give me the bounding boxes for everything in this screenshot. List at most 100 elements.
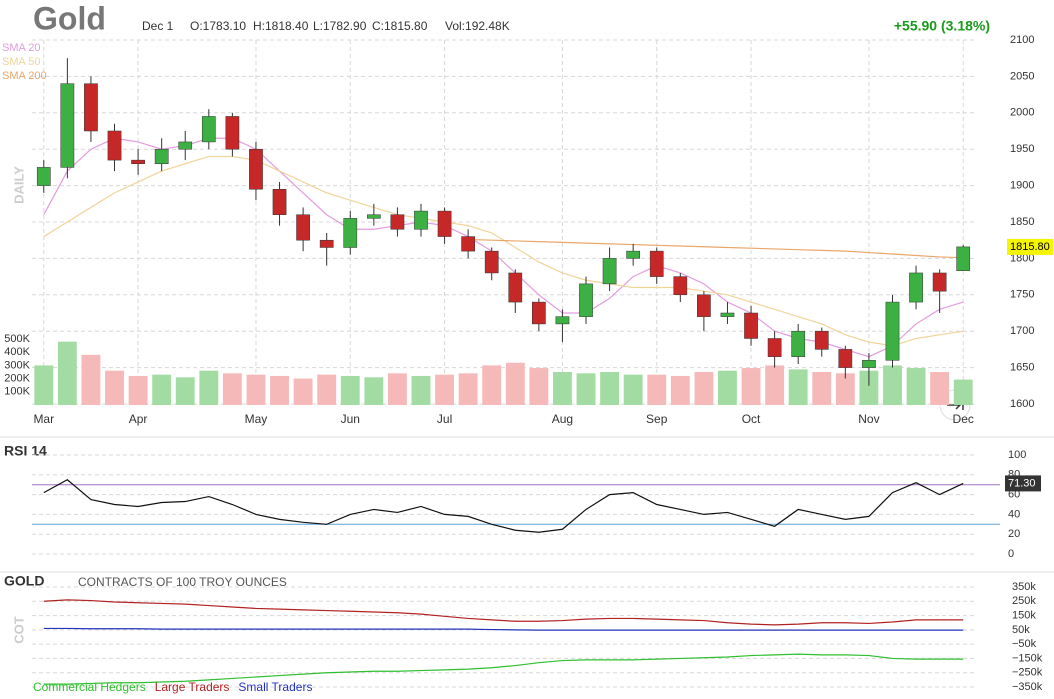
y-tick-label: −250k xyxy=(1012,667,1043,679)
y-tick-label: 250k xyxy=(1012,595,1036,607)
series-line xyxy=(43,627,964,631)
candle-body xyxy=(767,338,782,357)
candle-body xyxy=(131,159,145,165)
legend-entry: SMA 20 xyxy=(2,42,41,54)
volume-bar xyxy=(387,373,407,405)
volume-bar xyxy=(906,368,926,405)
y-label: DAILY xyxy=(11,166,26,204)
last-price-label: 1815.80 xyxy=(1010,241,1050,253)
y-tick-label: 400K xyxy=(4,346,30,358)
y-tick-label: 150k xyxy=(1012,609,1036,621)
volume-bar xyxy=(576,373,596,405)
volume-bar xyxy=(411,375,431,405)
volume-bar xyxy=(812,372,832,405)
y-tick-label: 500K xyxy=(4,333,30,345)
candle-body xyxy=(649,250,664,277)
volume-bar xyxy=(128,375,148,405)
candle-body xyxy=(107,130,122,161)
volume-bar xyxy=(505,362,525,405)
x-tick-label: May xyxy=(245,412,268,426)
y-tick-label: 2000 xyxy=(1010,107,1034,119)
volume-bar xyxy=(694,372,714,405)
candle-body xyxy=(673,276,688,296)
candle-body xyxy=(555,316,570,325)
legend-entry: SMA 50 xyxy=(2,56,41,68)
candle-body xyxy=(201,116,216,143)
candle-body xyxy=(60,83,75,168)
x-tick-label: Oct xyxy=(742,412,761,426)
legend-entry: Commercial Hedgers xyxy=(33,680,146,694)
legend-entry: Small Traders xyxy=(238,680,312,694)
volume-bar xyxy=(883,365,902,405)
date: Dec 1 xyxy=(142,19,174,33)
y-tick-label: 300K xyxy=(4,359,30,371)
volume-bar xyxy=(199,370,219,405)
cot-title: GOLD xyxy=(4,573,44,589)
candle-body xyxy=(720,312,735,317)
candle-body xyxy=(932,272,947,292)
candle-body xyxy=(909,272,923,303)
y-tick-label: 40 xyxy=(1008,508,1020,520)
volume-bar xyxy=(765,365,785,405)
volume-bar xyxy=(152,374,172,405)
y-tick-label: 60 xyxy=(1008,489,1020,501)
volume-bar xyxy=(718,370,737,405)
volume-bar xyxy=(835,373,855,405)
candle-body xyxy=(532,301,546,325)
candle-body xyxy=(437,210,452,237)
candle-body xyxy=(178,141,193,150)
x-tick-label: Sep xyxy=(646,412,668,426)
volume-bar xyxy=(647,374,667,405)
candle-body xyxy=(791,330,806,357)
change: +55.90 (3.18%) xyxy=(894,18,990,34)
candle-body xyxy=(366,214,381,219)
sma-line xyxy=(43,155,964,347)
volume-bar xyxy=(529,368,549,405)
last-price-badge xyxy=(1007,238,1053,255)
x-tick-label: Dec xyxy=(953,412,974,426)
last-value-badge xyxy=(1005,475,1041,492)
series-line xyxy=(43,479,964,533)
open: O:1783.10 xyxy=(190,19,246,33)
y-tick-label: 100K xyxy=(4,386,30,398)
volume-bar xyxy=(482,365,502,405)
candle-body xyxy=(461,236,475,252)
volume-bar xyxy=(340,375,360,405)
x-tick-label: Jun xyxy=(341,412,360,426)
y-tick-label: 1750 xyxy=(1010,289,1034,301)
y-tick-label: 2050 xyxy=(1010,70,1034,82)
candle-body xyxy=(697,294,711,317)
y-tick-label: −350k xyxy=(1012,681,1043,693)
y-tick-label: 20 xyxy=(1008,528,1020,540)
volume-bar xyxy=(246,374,266,405)
low: L:1782.90 xyxy=(313,19,367,33)
candle-body xyxy=(579,283,593,317)
last-value-label: 71.30 xyxy=(1008,477,1036,489)
candle-body xyxy=(225,116,240,150)
candle-body xyxy=(484,250,499,274)
high: H:1818.40 xyxy=(253,19,309,33)
y-tick-label: 1950 xyxy=(1010,143,1034,155)
volume-bar xyxy=(34,365,54,405)
candle-body xyxy=(343,218,358,248)
y-tick-label: 1850 xyxy=(1010,216,1034,228)
y-tick-label: 1650 xyxy=(1010,362,1034,374)
y-tick-label: 1600 xyxy=(1010,398,1034,410)
volume-bar xyxy=(105,370,124,405)
candle-body xyxy=(84,83,98,132)
volume-bar xyxy=(175,377,195,405)
volume-bar xyxy=(623,374,643,405)
series-line xyxy=(43,653,964,685)
series-line xyxy=(43,599,964,626)
y-tick-label: −50k xyxy=(1012,638,1037,650)
candle-body xyxy=(154,148,169,165)
volume-bar xyxy=(930,372,950,405)
sma-line xyxy=(43,137,964,358)
legend-entry: SMA 200 xyxy=(2,70,47,82)
y-tick-label: 350k xyxy=(1012,581,1036,593)
candle-body xyxy=(744,312,758,339)
volume-bar xyxy=(953,379,973,405)
volume-bar xyxy=(553,372,572,405)
